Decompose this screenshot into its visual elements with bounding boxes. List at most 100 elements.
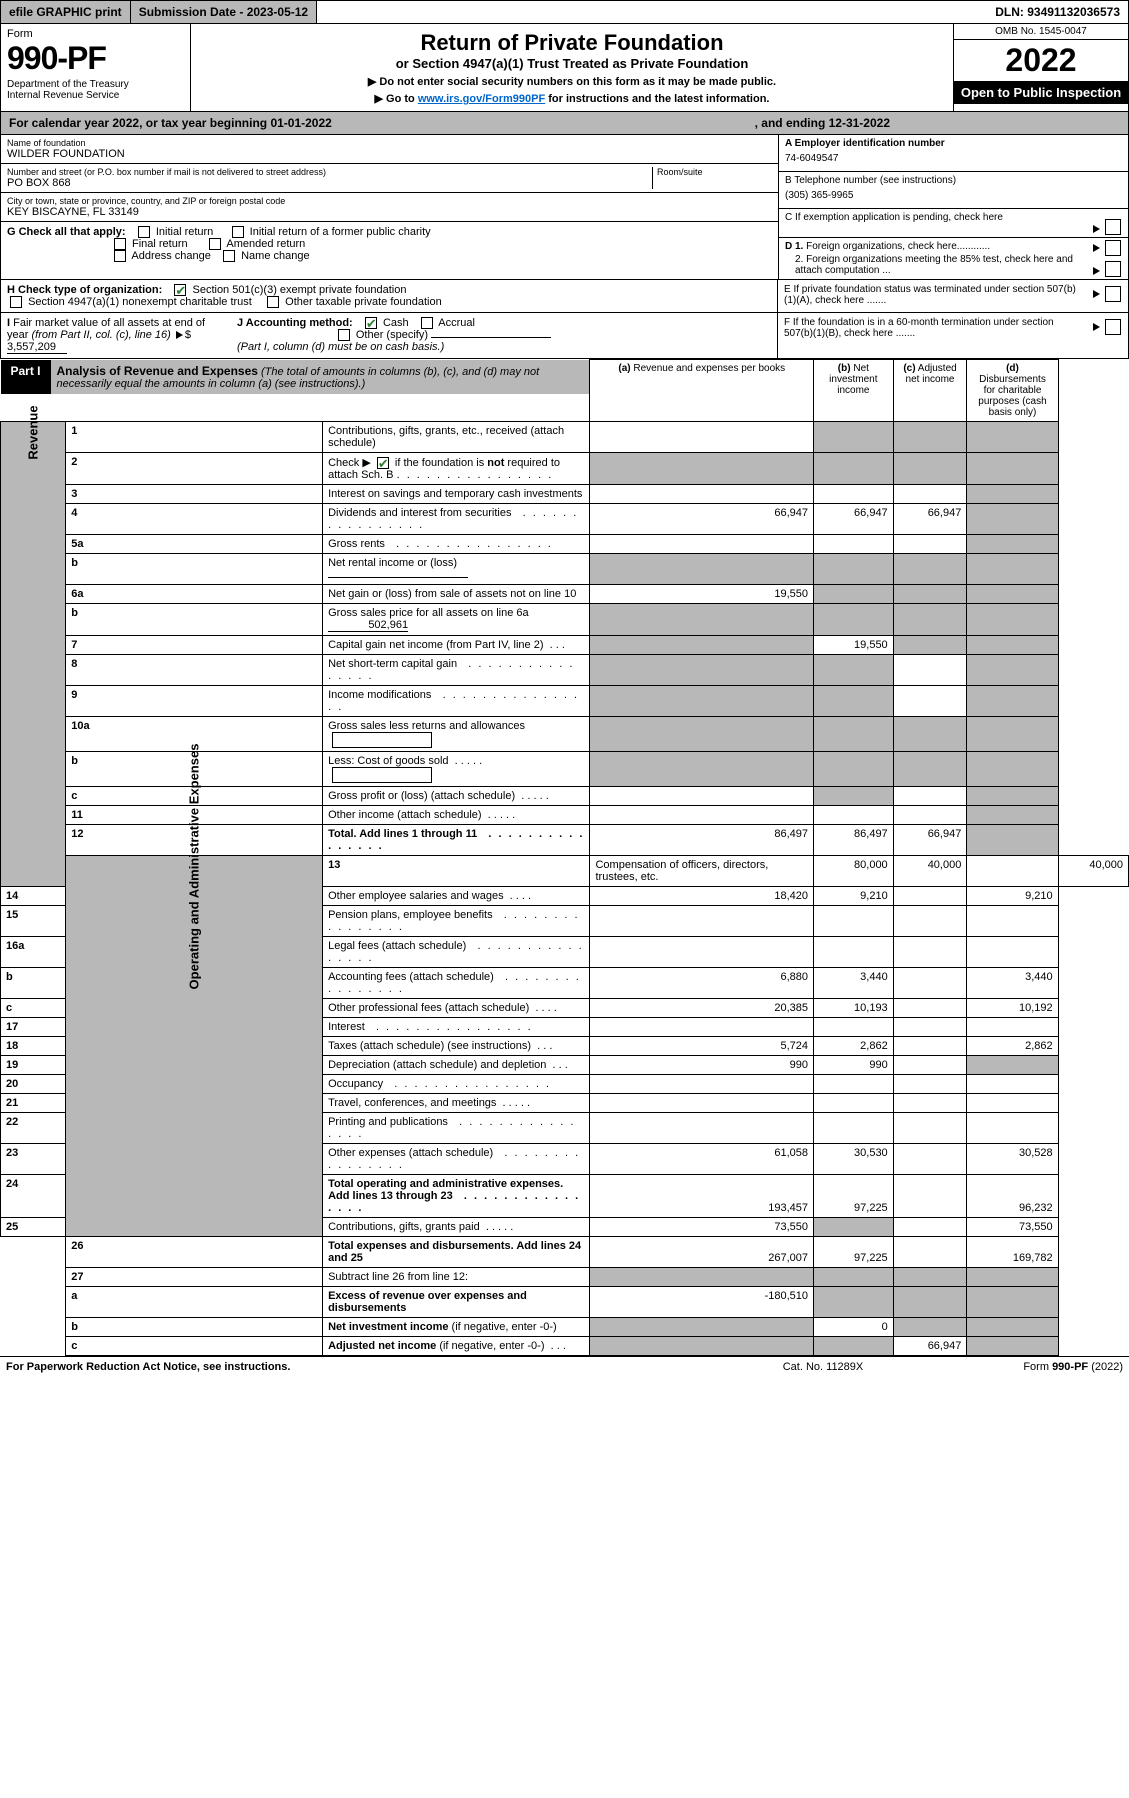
- row-27c: cAdjusted net income (if negative, enter…: [1, 1337, 1129, 1356]
- line26-desc: Total expenses and disbursements. Add li…: [323, 1237, 590, 1268]
- checkbox-former-charity[interactable]: [232, 226, 244, 238]
- header-right: OMB No. 1545-0047 2022 Open to Public In…: [953, 24, 1128, 111]
- row-13: Operating and Administrative Expenses 13…: [1, 856, 1129, 887]
- h-row: H Check type of organization: Section 50…: [0, 280, 1129, 313]
- line10b-desc: Less: Cost of goods sold . . . . .: [323, 752, 590, 787]
- checkbox-accrual[interactable]: [421, 317, 433, 329]
- col-a-header: (a) Revenue and expenses per books: [590, 360, 814, 422]
- g-amended: Amended return: [226, 238, 305, 250]
- checkbox-c[interactable]: [1105, 219, 1121, 235]
- r27aa: -180,510: [590, 1287, 814, 1318]
- instructions-link[interactable]: www.irs.gov/Form990PF: [418, 93, 545, 105]
- row-7: 7Capital gain net income (from Part IV, …: [1, 636, 1129, 655]
- goto-suffix: for instructions and the latest informat…: [545, 93, 769, 105]
- checkbox-e[interactable]: [1105, 286, 1121, 302]
- checkbox-4947[interactable]: [10, 296, 22, 308]
- cogs-box[interactable]: [332, 767, 432, 783]
- r26d: 169,782: [967, 1237, 1058, 1268]
- other-specify-field[interactable]: [431, 337, 551, 338]
- instructions-line: ▶ Go to www.irs.gov/Form990PF for instru…: [201, 92, 943, 105]
- row-27b: bNet investment income (if negative, ent…: [1, 1318, 1129, 1337]
- line3-desc: Interest on savings and temporary cash i…: [323, 485, 590, 504]
- rental-income-field[interactable]: [328, 577, 468, 578]
- checkbox-other-taxable[interactable]: [267, 296, 279, 308]
- checkbox-d1[interactable]: [1105, 240, 1121, 256]
- form-subtitle: or Section 4947(a)(1) Trust Treated as P…: [201, 56, 943, 71]
- addr-label: Number and street (or P.O. box number if…: [7, 167, 652, 177]
- checkbox-schb[interactable]: [377, 457, 389, 469]
- c-cell: C If exemption application is pending, c…: [779, 209, 1128, 238]
- address-cell: Number and street (or P.O. box number if…: [1, 164, 778, 193]
- line27-desc: Subtract line 26 from line 12:: [323, 1268, 590, 1287]
- r27cc: 66,947: [893, 1337, 967, 1356]
- form-header: Form 990-PF Department of the Treasury I…: [0, 24, 1129, 112]
- open-to-public-badge: Open to Public Inspection: [954, 81, 1128, 104]
- line16c-desc: Other professional fees (attach schedule…: [323, 999, 590, 1018]
- r23d: 30,528: [967, 1144, 1058, 1175]
- city-label: City or town, state or province, country…: [7, 196, 772, 206]
- part1-table: Part I Analysis of Revenue and Expenses …: [0, 359, 1129, 1356]
- checkbox-501c3[interactable]: [174, 284, 186, 296]
- r12c: 66,947: [893, 825, 967, 856]
- checkbox-name-change[interactable]: [223, 250, 235, 262]
- room-label: Room/suite: [657, 167, 772, 177]
- r19b: 990: [814, 1056, 894, 1075]
- row-8: 8Net short-term capital gain: [1, 655, 1129, 686]
- h-501: Section 501(c)(3) exempt private foundat…: [192, 284, 406, 296]
- city-state-zip: KEY BISCAYNE, FL 33149: [7, 206, 772, 218]
- row-2: 2 Check ▶ if the foundation is not requi…: [1, 453, 1129, 485]
- efile-print-button[interactable]: efile GRAPHIC print: [1, 1, 131, 23]
- gross-sales-box[interactable]: [332, 732, 432, 748]
- checkbox-initial-return[interactable]: [138, 226, 150, 238]
- omb-number: OMB No. 1545-0047: [954, 24, 1128, 40]
- col-d-header: (d) Disbursements for charitable purpose…: [967, 360, 1058, 422]
- d1-label: Foreign organizations, check here.......…: [806, 241, 990, 252]
- arrow-icon: [1093, 244, 1100, 252]
- r25d: 73,550: [967, 1218, 1058, 1237]
- row-3: 3Interest on savings and temporary cash …: [1, 485, 1129, 504]
- r14b: 9,210: [814, 887, 894, 906]
- line10c-desc: Gross profit or (loss) (attach schedule)…: [323, 787, 590, 806]
- r4b: 66,947: [814, 504, 894, 535]
- checkbox-cash[interactable]: [365, 317, 377, 329]
- r6aa: 19,550: [590, 585, 814, 604]
- j-note: (Part I, column (d) must be on cash basi…: [237, 341, 444, 353]
- checkbox-d2[interactable]: [1105, 261, 1121, 277]
- checkbox-f[interactable]: [1105, 319, 1121, 335]
- row-5b: bNet rental income or (loss): [1, 554, 1129, 585]
- row-9: 9Income modifications: [1, 686, 1129, 717]
- r23a: 61,058: [590, 1144, 814, 1175]
- r27bb: 0: [814, 1318, 894, 1337]
- paperwork-notice: For Paperwork Reduction Act Notice, see …: [6, 1361, 723, 1373]
- line23-desc: Other expenses (attach schedule): [323, 1144, 590, 1175]
- g-final: Final return: [132, 238, 188, 250]
- line4-desc: Dividends and interest from securities: [323, 504, 590, 535]
- fmv-value: 3,557,209: [7, 341, 67, 354]
- r4a: 66,947: [590, 504, 814, 535]
- checkbox-amended[interactable]: [209, 238, 221, 250]
- checkbox-other-method[interactable]: [338, 329, 350, 341]
- j-cash: Cash: [383, 317, 409, 329]
- part1-title: Analysis of Revenue and Expenses: [57, 364, 258, 378]
- g-label: G Check all that apply:: [7, 226, 126, 238]
- line20-desc: Occupancy: [323, 1075, 590, 1094]
- calendar-year-row: For calendar year 2022, or tax year begi…: [0, 112, 1129, 135]
- entity-info: Name of foundation WILDER FOUNDATION Num…: [0, 135, 1129, 280]
- line21-desc: Travel, conferences, and meetings . . . …: [323, 1094, 590, 1113]
- checkbox-addr-change[interactable]: [114, 250, 126, 262]
- line14-desc: Other employee salaries and wages . . . …: [323, 887, 590, 906]
- r4c: 66,947: [893, 504, 967, 535]
- g-initial: Initial return: [156, 226, 213, 238]
- c-label: C If exemption application is pending, c…: [785, 212, 1003, 223]
- arrow-icon: [176, 331, 183, 339]
- d2-label: 2. Foreign organizations meeting the 85%…: [785, 254, 1122, 276]
- b-label: B Telephone number (see instructions): [785, 175, 1122, 186]
- line12-desc: Total. Add lines 1 through 11: [323, 825, 590, 856]
- checkbox-final-return[interactable]: [114, 238, 126, 250]
- line1-desc: Contributions, gifts, grants, etc., rece…: [323, 422, 590, 453]
- row-26: 26Total expenses and disbursements. Add …: [1, 1237, 1129, 1268]
- h-label: H Check type of organization:: [7, 284, 162, 296]
- r24d: 96,232: [967, 1175, 1058, 1218]
- g-addr: Address change: [131, 250, 211, 262]
- line9-desc: Income modifications: [323, 686, 590, 717]
